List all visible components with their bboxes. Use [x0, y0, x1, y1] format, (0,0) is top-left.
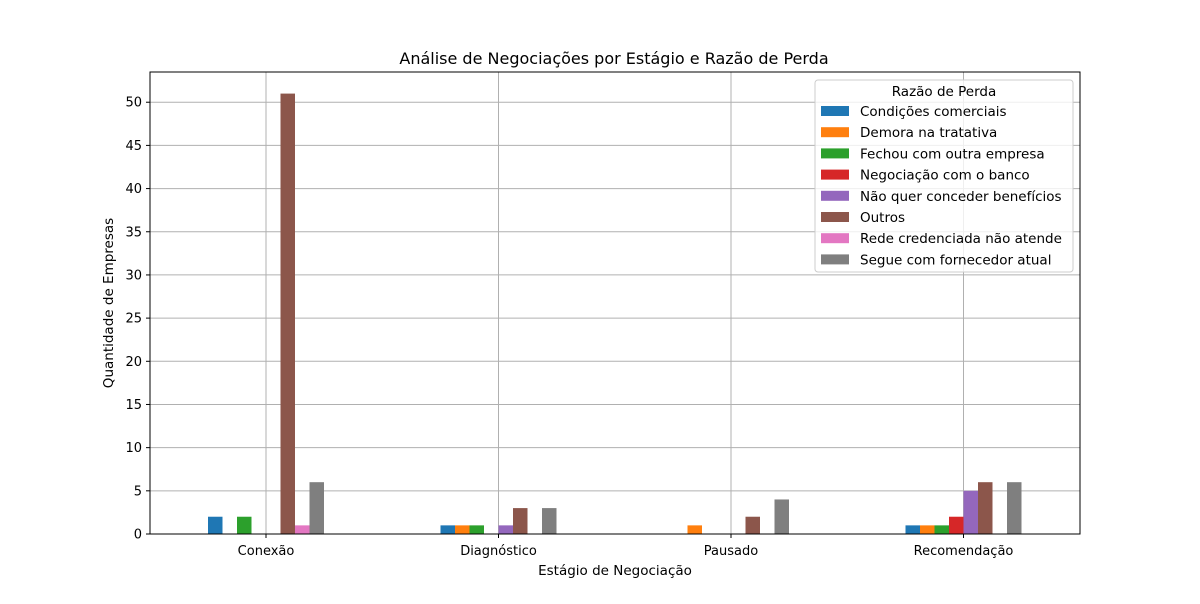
legend-label: Outros — [860, 210, 905, 226]
legend-swatch — [821, 212, 849, 222]
y-tick-label: 15 — [125, 398, 142, 413]
bar-1-7 — [295, 525, 310, 534]
legend-swatch — [821, 106, 849, 116]
y-tick-label: 30 — [125, 268, 142, 283]
bar-4-4 — [949, 516, 964, 534]
plot-frame — [149, 71, 1081, 535]
bar-4-3 — [934, 525, 949, 534]
bar-2-5 — [498, 525, 513, 534]
y-tick-label: 35 — [125, 225, 142, 240]
bar-3-2 — [687, 525, 702, 534]
bar-4-6 — [978, 482, 993, 534]
y-tick-label: 50 — [125, 96, 142, 111]
legend-label: Demora na tratativa — [860, 125, 997, 141]
bar-3-8 — [774, 499, 789, 534]
legend-swatch — [821, 254, 849, 265]
x-tick-label: Conexão — [238, 544, 295, 559]
legend-label: Segue com fornecedor atual — [860, 252, 1051, 268]
bar-2-2 — [455, 525, 470, 534]
legend-label: Rede credenciada não atende — [860, 231, 1062, 247]
legend-label: Condições comerciais — [860, 104, 1007, 120]
y-tick-label: 25 — [125, 312, 142, 327]
chart-title: Análise de Negociações por Estágio e Raz… — [399, 49, 828, 68]
bar-4-2 — [920, 525, 935, 534]
x-axis-ticks: Conexão Diagnóstico Pausado Recomendação — [238, 534, 1014, 559]
legend-swatch — [821, 190, 849, 201]
legend-swatch — [821, 169, 849, 180]
bar-2-6 — [513, 508, 528, 534]
legend-title: Razão de Perda — [892, 84, 997, 100]
grid-lines — [150, 72, 1080, 535]
bar-3-6 — [745, 516, 760, 534]
x-tick-label: Recomendação — [914, 544, 1014, 559]
legend: Razão de Perda Condições comerciais Demor… — [814, 79, 1074, 273]
legend-box — [814, 79, 1074, 273]
bar-4-8 — [1007, 482, 1022, 534]
legend-swatch — [821, 127, 849, 138]
legend-swatch — [821, 233, 849, 244]
legend-label: Fechou com outra empresa — [860, 146, 1045, 162]
y-tick-label: 5 — [134, 484, 142, 499]
bar-1-8 — [309, 482, 324, 534]
x-axis-title: Estágio de Negociação — [538, 563, 692, 579]
legend-label: Negociação com o banco — [860, 168, 1030, 184]
bar-1-3 — [237, 516, 252, 534]
bar-2-8 — [542, 508, 557, 534]
legend-swatch — [821, 148, 849, 159]
x-tick-label: Diagnóstico — [460, 544, 537, 559]
bar-1-1 — [208, 516, 223, 534]
legend-label: Não quer conceder benefícios — [860, 189, 1062, 205]
bar-2-1 — [440, 525, 455, 534]
legend-items: Condições comerciais Demora na tratativa F… — [821, 104, 1062, 268]
y-tick-label: 20 — [125, 355, 142, 370]
y-axis-ticks: 0 5 10 15 20 25 30 35 40 45 50 — [125, 96, 150, 543]
y-tick-label: 45 — [125, 139, 142, 154]
y-tick-label: 10 — [125, 441, 142, 456]
y-axis-title: Quantidade de Empresas — [101, 218, 117, 388]
bar-4-1 — [905, 525, 920, 534]
bar-1-6 — [280, 93, 295, 535]
bars — [208, 93, 1022, 535]
y-tick-label: 40 — [125, 182, 142, 197]
x-tick-label: Pausado — [704, 544, 758, 559]
y-tick-label: 0 — [134, 528, 142, 543]
bar-2-3 — [469, 525, 484, 534]
bar-4-5 — [963, 490, 978, 534]
